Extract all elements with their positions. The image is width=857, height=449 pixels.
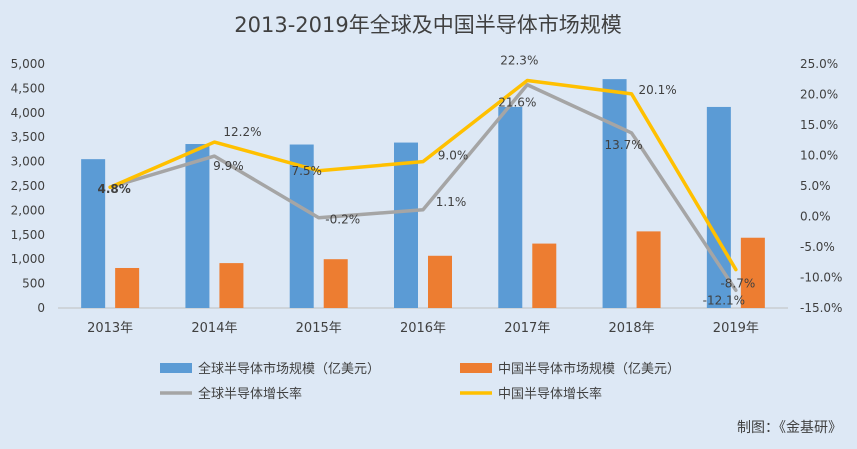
right-axis-tick-label: 0.0% [800,210,831,224]
left-axis-tick-label: 1,500 [11,228,45,242]
bar-china-4 [428,255,452,308]
global-growth-label-7: -12.1% [703,293,745,307]
legend-swatch [460,363,492,373]
left-axis-tick-label: 3,500 [11,130,45,144]
bar-series [81,79,765,309]
left-axis-tick-label: 2,000 [11,203,45,217]
x-tick-label: 2018年 [609,321,655,336]
global-growth-line [108,82,738,293]
china-growth-label-6: 20.1% [639,83,677,97]
left-axis-tick-label: 4,000 [11,106,45,120]
china-growth-label-5: 22.3% [500,53,538,67]
bar-global-3 [289,144,314,308]
right-axis-tick-label: -15.0% [800,301,842,315]
chart-title: 2013-2019年全球及中国半导体市场规模 [234,13,621,37]
china-growth-label-7: -8.7% [720,277,755,291]
right-axis-tick-label: -10.0% [800,271,842,285]
china-growth-line [108,78,738,272]
source-label: 制图：《金基研》 [737,419,842,436]
left-axis-tick-label: 2,500 [11,179,45,193]
x-tick-label: 2019年 [713,321,759,336]
left-axis-tick-label: 1,000 [11,252,45,266]
global-growth-label-2: 9.9% [213,159,244,173]
legend-label: 全球半导体市场规模（亿美元） [198,361,380,377]
right-axis: -15.0% -10.0% -5.0% 0.0% 5.0% 10.0% 15.0% 20.0%… [800,57,842,315]
bar-china-2 [219,263,244,308]
bar-global-2 [185,144,210,308]
bar-china-1 [115,267,140,308]
right-axis-tick-label: 20.0% [800,88,838,102]
right-axis-tick-label: 25.0% [800,57,838,71]
china-growth-label-3: 7.5% [291,164,322,178]
global-growth-label-4: 1.1% [436,195,467,209]
right-axis-tick-label: 5.0% [800,179,831,193]
right-axis-tick-label: -5.0% [800,240,835,254]
bar-global-5 [498,106,523,308]
x-tick-label: 2017年 [504,321,550,336]
global-growth-label-5: 21.6% [498,96,536,110]
x-tick-label: 2013年 [87,321,133,336]
bar-china-7 [740,237,765,308]
china-growth-label-4: 9.0% [438,149,469,163]
left-axis-tick-label: 4,500 [11,81,45,95]
bar-global-6 [602,79,627,309]
x-axis-ticks: 2013年 2014年 2015年 2016年 2017年 2018年 2019年 [87,321,759,336]
right-axis-tick-label: 15.0% [800,118,838,132]
china-growth-label-2: 12.2% [223,125,261,139]
left-axis: 0 500 1,000 1,500 2,000 2,500 3,000 3,500 4,000 4… [11,57,45,315]
left-axis-tick-label: 0 [37,301,45,315]
x-tick-label: 2014年 [191,321,237,336]
left-axis-tick-label: 5,000 [11,57,45,71]
right-axis-tick-label: 10.0% [800,149,838,163]
global-growth-label-3: -0.2% [325,213,360,227]
left-axis-tick-label: 3,000 [11,155,45,169]
bar-global-4 [394,142,418,308]
global-growth-label-6: 13.7% [605,138,643,152]
legend: 全球半导体市场规模（亿美元） 中国半导体市场规模（亿美元） 全球半导体增长率 中国半导… [160,361,680,402]
bar-global-1 [81,159,106,308]
bar-china-5 [532,243,557,308]
x-tick-label: 2016年 [400,321,446,336]
legend-label: 全球半导体增长率 [198,386,302,402]
bar-china-6 [636,231,661,308]
left-axis-tick-label: 500 [22,277,45,291]
legend-swatch [160,363,192,373]
legend-label: 中国半导体市场规模（亿美元） [498,361,680,377]
line-series: 9.9% -0.2% 1.1% 21.6% 13.7% -12.1% 4.8% 12.2% 7.… [98,53,756,307]
china-growth-label-1: 4.8% [98,182,131,196]
legend-label: 中国半导体增长率 [498,386,602,402]
x-tick-label: 2015年 [296,321,342,336]
bar-china-3 [323,259,348,308]
